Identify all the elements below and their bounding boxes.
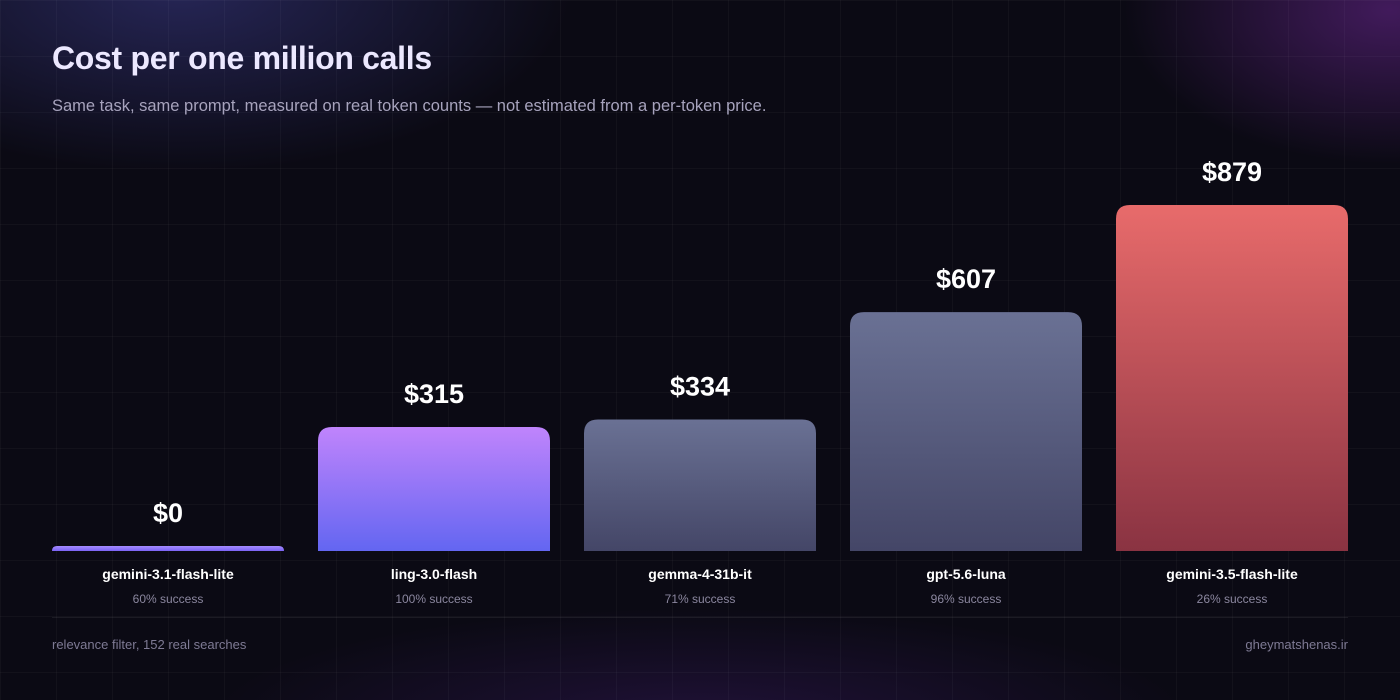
chart-subtitle: Same task, same prompt, measured on real… [52, 97, 767, 115]
chart-title: Cost per one million calls [52, 40, 432, 76]
category-label: gpt-5.6-luna [926, 566, 1006, 582]
success-rate-label: 71% success [665, 592, 736, 606]
success-rate-label: 60% success [133, 592, 204, 606]
category-label: gemini-3.1-flash-lite [102, 566, 234, 582]
bar-gemini-3.5-flash-lite [1116, 205, 1348, 551]
bar-value-label: $0 [153, 498, 183, 528]
success-rate-label: 96% success [931, 592, 1002, 606]
bar-value-label: $315 [404, 379, 464, 409]
category-label: gemini-3.5-flash-lite [1166, 566, 1298, 582]
footer-domain: gheymatshenas.ir [1245, 637, 1348, 652]
success-rate-label: 100% success [395, 592, 472, 606]
bar-gpt-5.6-luna [850, 312, 1082, 551]
category-label: ling-3.0-flash [391, 566, 477, 582]
footer-divider [52, 617, 1348, 618]
bar-value-label: $879 [1202, 157, 1262, 187]
bar-ling-3.0-flash [318, 427, 550, 551]
bar-value-label: $607 [936, 264, 996, 294]
bar-gemma-4-31b-it [584, 419, 816, 551]
category-label: gemma-4-31b-it [648, 566, 752, 582]
bar-gemini-3.1-flash-lite [52, 546, 284, 551]
footer-note: relevance filter, 152 real searches [52, 637, 247, 652]
bar-value-label: $334 [670, 372, 730, 402]
success-rate-label: 26% success [1197, 592, 1268, 606]
